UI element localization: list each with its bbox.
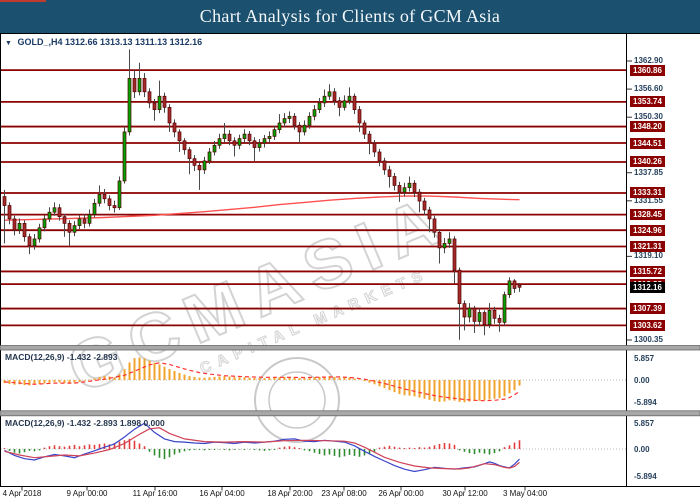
time-axis-label: 4 Apr 2018 xyxy=(2,489,42,498)
time-axis-label: 16 Apr 04:00 xyxy=(199,489,245,498)
price-axis-background[interactable] xyxy=(627,33,700,500)
quote-ohlc-values: 1312.66 1313.13 1311.13 1312.16 xyxy=(64,37,203,47)
macd2-name: MACD(12,26,9) xyxy=(5,418,65,428)
page-title: Chart Analysis for Clients of GCM Asia xyxy=(199,6,501,26)
dropdown-arrow-icon[interactable]: ▼ xyxy=(5,40,12,47)
top-left-red-mark xyxy=(0,0,46,2)
time-axis-label: 9 Apr 00:00 xyxy=(66,489,108,498)
symbol-quote-header: ▼ GOLD_,H4 1312.66 1313.13 1311.13 1312.… xyxy=(5,37,202,47)
macd2-label: MACD(12,26,9) -1.432 -2.893 1.898 0.000 xyxy=(5,418,165,428)
time-axis-label: 18 Apr 20:00 xyxy=(267,489,313,498)
time-axis-label: 30 Apr 12:00 xyxy=(442,489,488,498)
title-bar: Chart Analysis for Clients of GCM Asia xyxy=(0,0,700,33)
macd1-name: MACD(12,26,9) xyxy=(5,352,65,362)
time-axis-label: 23 Apr 08:00 xyxy=(321,489,367,498)
time-axis-label: 26 Apr 00:00 xyxy=(378,489,424,498)
time-axis-label: 3 May 04:00 xyxy=(502,489,548,498)
macd1-label: MACD(12,26,9) -1.432 -2.893 xyxy=(5,352,117,362)
macd1-values: -1.432 -2.893 xyxy=(66,352,118,362)
symbol-name: GOLD_,H4 xyxy=(17,37,63,47)
watermark-brand: GCMASIA xyxy=(56,178,461,408)
time-axis-label: 11 Apr 16:00 xyxy=(132,489,178,498)
macd2-values: -1.432 -2.893 1.898 0.000 xyxy=(66,418,165,428)
watermark: GCMASIA CAPITAL MARKETS xyxy=(56,98,672,442)
watermark-subtitle: CAPITAL MARKETS xyxy=(197,265,432,378)
